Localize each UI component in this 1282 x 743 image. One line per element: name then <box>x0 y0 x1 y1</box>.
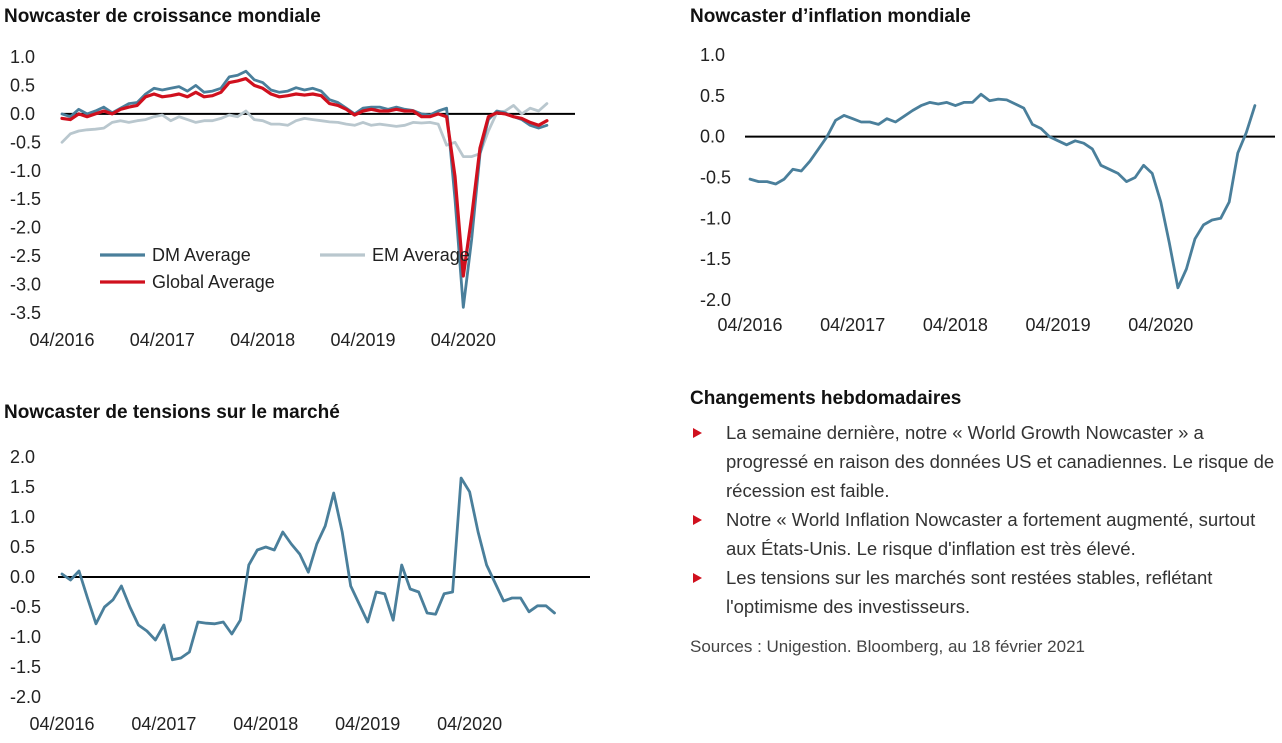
x-tick-label: 04/2017 <box>820 315 885 335</box>
y-tick-label: -2.0 <box>700 290 731 310</box>
legend-label-global-average: Global Average <box>152 272 275 292</box>
bullet-text: Les tensions sur les marchés sont restée… <box>726 567 1213 617</box>
legend-label-dm-average: DM Average <box>152 245 251 265</box>
y-tick-label: 0.0 <box>10 567 35 587</box>
triangle-bullet-icon <box>693 428 702 438</box>
y-tick-label: -1.5 <box>700 249 731 269</box>
x-tick-label: 04/2016 <box>29 714 94 734</box>
y-tick-label: -1.0 <box>700 208 731 228</box>
x-tick-label: 04/2016 <box>717 315 782 335</box>
series-line-dm-average <box>60 69 549 309</box>
y-tick-label: -0.5 <box>700 168 731 188</box>
y-tick-label: -2.0 <box>10 687 41 707</box>
bullet-text: La semaine dernière, notre « World Growt… <box>726 422 1275 501</box>
x-tick-label: 04/2018 <box>923 315 988 335</box>
y-tick-label: 1.0 <box>700 45 725 65</box>
growth-chart: 1.0 0.5 0.0 -0.5 -1.0 -1.5 -2.0 -2.5 -3.0 -3.5 04/… <box>10 47 575 350</box>
weekly-changes-list: La semaine dernière, notre « World Growt… <box>690 418 1280 621</box>
y-tick-label: -1.0 <box>10 627 41 647</box>
x-tick-label: 04/2019 <box>1026 315 1091 335</box>
y-tick-label: -3.0 <box>10 275 41 295</box>
x-tick-label: 04/2017 <box>130 330 195 350</box>
y-tick-label: 0.0 <box>700 127 725 147</box>
y-tick-label: 0.5 <box>700 86 725 106</box>
stress-chart: 2.0 1.5 1.0 0.5 0.0 -0.5 -1.0 -1.5 -2.0 04/2016 04… <box>10 447 590 734</box>
bullet-text: Notre « World Inflation Nowcaster a fort… <box>726 509 1256 559</box>
y-tick-label: 1.5 <box>10 477 35 497</box>
legend-label-em-average: EM Average <box>372 245 470 265</box>
y-tick-label: -1.0 <box>10 161 41 181</box>
y-tick-label: 1.0 <box>10 47 35 67</box>
y-tick-label: 1.0 <box>10 507 35 527</box>
x-tick-label: 04/2019 <box>330 330 395 350</box>
y-tick-label: -2.5 <box>10 246 41 266</box>
x-tick-label: 04/2019 <box>335 714 400 734</box>
sources-note: Sources : Unigestion. Bloomberg, au 18 f… <box>690 637 1086 656</box>
list-item: La semaine dernière, notre « World Growt… <box>690 418 1280 505</box>
x-tick-label: 04/2020 <box>431 330 496 350</box>
list-item: Les tensions sur les marchés sont restée… <box>690 563 1280 621</box>
triangle-bullet-icon <box>693 515 702 525</box>
x-tick-label: 04/2017 <box>131 714 196 734</box>
y-tick-label: 0.0 <box>10 104 35 124</box>
y-tick-label: -2.0 <box>10 218 41 238</box>
weekly-changes-panel: Changements hebdomadaires La semaine der… <box>690 388 1280 657</box>
stress-chart-title: Nowcaster de tensions sur le marché <box>4 402 340 423</box>
y-tick-label: -0.5 <box>10 597 41 617</box>
inflation-chart: 1.0 0.5 0.0 -0.5 -1.0 -1.5 -2.0 04/2016 04/2017 0… <box>700 45 1275 335</box>
y-tick-label: -1.5 <box>10 189 41 209</box>
y-tick-label: -3.5 <box>10 303 41 323</box>
inflation-chart-title: Nowcaster d’inflation mondiale <box>690 6 971 27</box>
y-tick-label: 0.5 <box>10 537 35 557</box>
series-line-global-average <box>60 77 549 278</box>
y-tick-label: 2.0 <box>10 447 35 467</box>
y-tick-label: -1.5 <box>10 657 41 677</box>
series-line-em-average <box>60 102 549 158</box>
list-item: Notre « World Inflation Nowcaster a fort… <box>690 505 1280 563</box>
x-tick-label: 04/2020 <box>1128 315 1193 335</box>
x-tick-label: 04/2018 <box>230 330 295 350</box>
x-tick-label: 04/2016 <box>29 330 94 350</box>
x-tick-label: 04/2018 <box>233 714 298 734</box>
triangle-bullet-icon <box>693 573 702 583</box>
y-tick-label: -0.5 <box>10 132 41 152</box>
series-line-value <box>60 476 556 662</box>
weekly-changes-title: Changements hebdomadaires <box>690 388 962 409</box>
series-line-value <box>748 92 1257 290</box>
growth-chart-title: Nowcaster de croissance mondiale <box>4 6 321 27</box>
y-tick-label: 0.5 <box>10 75 35 95</box>
x-tick-label: 04/2020 <box>437 714 502 734</box>
